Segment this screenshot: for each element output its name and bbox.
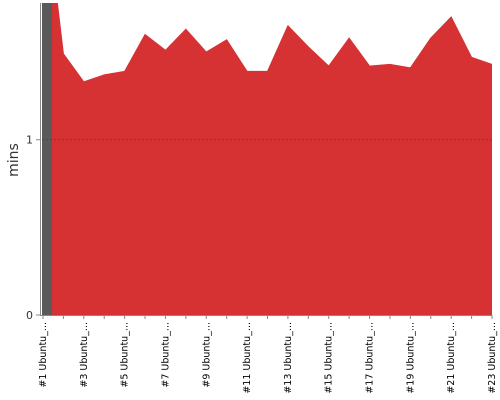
x-tick-label: #15 Ubuntu_... xyxy=(324,322,335,394)
x-tick-label: #1 Ubuntu_... xyxy=(38,322,49,388)
y-tick-label: 0 xyxy=(26,309,33,322)
x-tick-label: #9 Ubuntu_... xyxy=(201,322,212,388)
x-tick-label: #13 Ubuntu_... xyxy=(283,322,294,394)
x-tick-label: #7 Ubuntu_... xyxy=(160,322,171,388)
y-tick-label: 1 xyxy=(26,134,33,147)
x-tick-label: #19 Ubuntu_... xyxy=(405,322,416,394)
x-tick-label: #21 Ubuntu_... xyxy=(446,322,457,394)
x-tick-label: #23 Ubuntu_... xyxy=(487,322,498,394)
x-tick-label: #3 Ubuntu_... xyxy=(79,322,90,388)
plot-area xyxy=(42,3,492,315)
x-tick-label: #11 Ubuntu_... xyxy=(242,322,253,394)
x-tick-label: #5 Ubuntu_... xyxy=(120,322,131,388)
area xyxy=(42,3,492,315)
highlight-bar xyxy=(42,3,52,315)
y-axis-label: mins xyxy=(6,143,22,177)
x-tick-label: #17 Ubuntu_... xyxy=(365,322,376,394)
